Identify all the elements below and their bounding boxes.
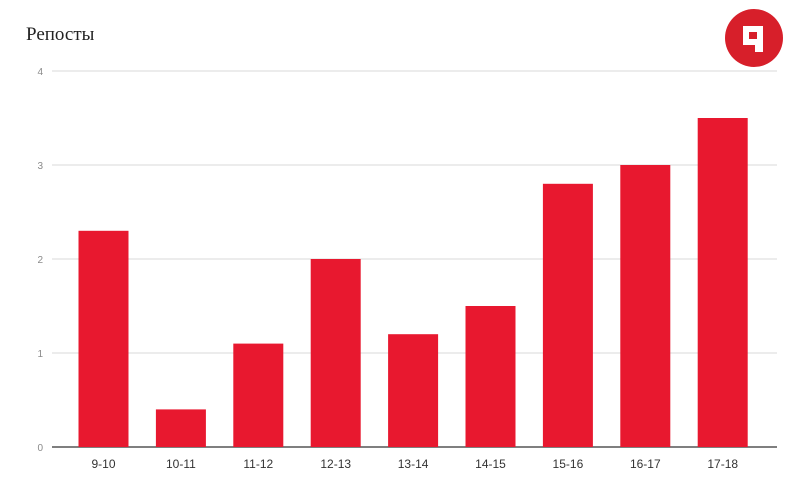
x-tick-label: 17-18 (707, 457, 738, 471)
bar-12-13 (310, 259, 361, 447)
bar-15-16 (542, 183, 593, 448)
y-tick-label: 0 (37, 443, 43, 454)
x-tick-label: 14-15 (475, 457, 506, 471)
x-tick-label: 13-14 (398, 457, 429, 471)
y-tick-labels: 0 1 2 3 4 (37, 67, 43, 454)
y-tick-label: 3 (37, 161, 43, 172)
x-tick-label: 16-17 (630, 457, 661, 471)
bar-11-12 (233, 343, 284, 447)
x-tick-label: 11-12 (243, 457, 273, 471)
bar-13-14 (388, 334, 439, 447)
bars (78, 118, 748, 448)
bar-14-15 (465, 306, 516, 447)
x-tick-label: 9-10 (91, 457, 115, 471)
x-tick-label: 12-13 (320, 457, 351, 471)
y-tick-label: 1 (37, 349, 43, 360)
bar-16-17 (620, 165, 671, 447)
chart-title: Репосты (26, 24, 95, 45)
y-tick-label: 2 (37, 255, 43, 266)
bar-10-11 (155, 409, 206, 447)
y-tick-label: 4 (37, 67, 43, 78)
brand-logo-icon (725, 9, 783, 67)
x-tick-labels: 9-10 10-11 11-12 12-13 13-14 14-15 15-16 16-17 1… (91, 457, 738, 471)
bar-17-18 (697, 118, 748, 447)
x-tick-label: 10-11 (166, 457, 196, 471)
x-tick-label: 15-16 (553, 457, 584, 471)
bar-9-10 (78, 230, 129, 447)
